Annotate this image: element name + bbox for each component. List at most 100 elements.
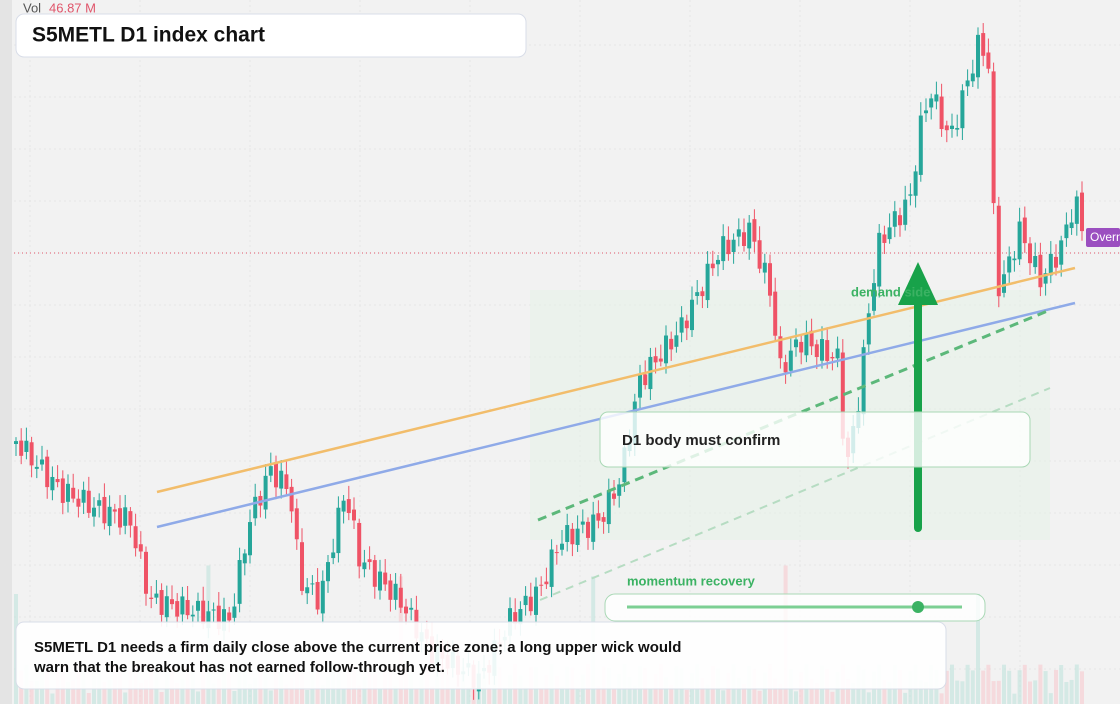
volume-bar xyxy=(1007,670,1012,704)
candle-body xyxy=(107,506,112,527)
volume-bar xyxy=(466,686,471,704)
candle-body xyxy=(679,317,684,333)
candle-body xyxy=(965,80,970,87)
candle-body xyxy=(1017,221,1022,260)
vol-label: Vol xyxy=(23,0,41,15)
candle-body xyxy=(866,313,871,345)
volume-bar xyxy=(596,686,601,704)
volume-bar xyxy=(482,675,486,704)
candle-body xyxy=(809,330,814,347)
volume-bar xyxy=(664,677,668,704)
candle-body xyxy=(664,335,668,364)
volume-bar xyxy=(357,685,362,704)
candle-body xyxy=(757,240,762,269)
volume-bar xyxy=(1048,693,1053,704)
candle-body xyxy=(768,263,772,296)
candle-body xyxy=(398,587,403,608)
candle-body xyxy=(112,509,117,512)
candle-body xyxy=(284,474,289,490)
candle-body xyxy=(690,299,694,331)
volume-bar xyxy=(965,664,970,704)
candle-body xyxy=(404,606,408,614)
vol-value: 46.87 M xyxy=(49,0,96,15)
candle-body xyxy=(92,507,96,517)
confirm-text: D1 body must confirm xyxy=(622,432,780,449)
volume-bar xyxy=(1064,681,1069,704)
candle-body xyxy=(1080,192,1084,232)
candle-body xyxy=(196,600,200,611)
volume-bar xyxy=(648,689,653,704)
volume-bar xyxy=(721,690,726,704)
candle-body xyxy=(570,528,575,545)
candle-body xyxy=(1033,256,1038,268)
volume-bar xyxy=(986,664,991,704)
candle-body xyxy=(1012,258,1017,261)
candle-body xyxy=(950,125,954,129)
candle-body xyxy=(710,263,715,269)
candle-body xyxy=(747,222,752,249)
candle-body xyxy=(175,601,180,617)
candle-body xyxy=(29,442,34,466)
candle-body xyxy=(596,513,601,521)
candle-body xyxy=(742,232,746,246)
volume-bar xyxy=(882,679,887,704)
left-strip xyxy=(0,0,12,704)
candle-body xyxy=(352,509,356,521)
candle-body xyxy=(684,320,689,329)
volume-bar xyxy=(1059,664,1064,704)
volume-bar xyxy=(34,680,39,704)
volume-bar xyxy=(976,593,980,704)
volume-bar xyxy=(809,678,814,704)
candle-body xyxy=(128,511,133,526)
candle-body xyxy=(705,263,710,301)
volume-bar xyxy=(66,681,70,704)
candle-body xyxy=(300,542,304,591)
volume-bar xyxy=(794,691,798,704)
candle-body xyxy=(154,593,159,598)
volume-bar xyxy=(123,692,128,704)
candle-body xyxy=(882,234,887,243)
candle-body xyxy=(591,514,596,542)
candle-body xyxy=(138,544,143,552)
volume-bar xyxy=(632,685,637,704)
momentum-label: momentum recovery xyxy=(627,573,756,588)
volume-bar xyxy=(180,678,185,704)
volume-bar xyxy=(887,682,892,704)
candle-body xyxy=(934,94,939,102)
candle-body xyxy=(40,459,44,465)
candle-body xyxy=(164,596,169,618)
candle-body xyxy=(346,499,351,514)
candle-body xyxy=(513,612,518,625)
candle-body xyxy=(190,614,195,617)
candle-body xyxy=(913,171,918,196)
candle-body xyxy=(970,73,975,82)
volume-bar xyxy=(1002,664,1006,704)
volume-bar xyxy=(102,682,107,704)
candle-body xyxy=(336,507,341,554)
candle-body xyxy=(367,559,372,563)
candle-body xyxy=(565,525,570,542)
candle-body xyxy=(617,484,622,496)
candle-body xyxy=(840,352,845,439)
candle-body xyxy=(211,609,216,611)
candle-body xyxy=(908,194,913,196)
volume-bar xyxy=(1022,664,1027,704)
candle-body xyxy=(289,486,294,512)
volume-bar xyxy=(742,684,746,704)
candle-body xyxy=(341,500,346,512)
candle-body xyxy=(976,34,980,78)
volume-bar xyxy=(502,687,507,704)
note-line: S5METL D1 needs a firm daily close above… xyxy=(34,639,681,656)
candle-body xyxy=(1048,253,1053,276)
volume-bar xyxy=(1028,681,1032,704)
volume-bar xyxy=(991,681,996,704)
candle-body xyxy=(372,560,377,587)
candle-body xyxy=(773,291,778,336)
volume-bar xyxy=(944,670,949,704)
candle-body xyxy=(159,590,164,615)
candle-body xyxy=(388,580,393,600)
candle-body xyxy=(783,362,788,373)
volume-bar xyxy=(107,679,112,704)
candle-body xyxy=(1002,274,1006,293)
